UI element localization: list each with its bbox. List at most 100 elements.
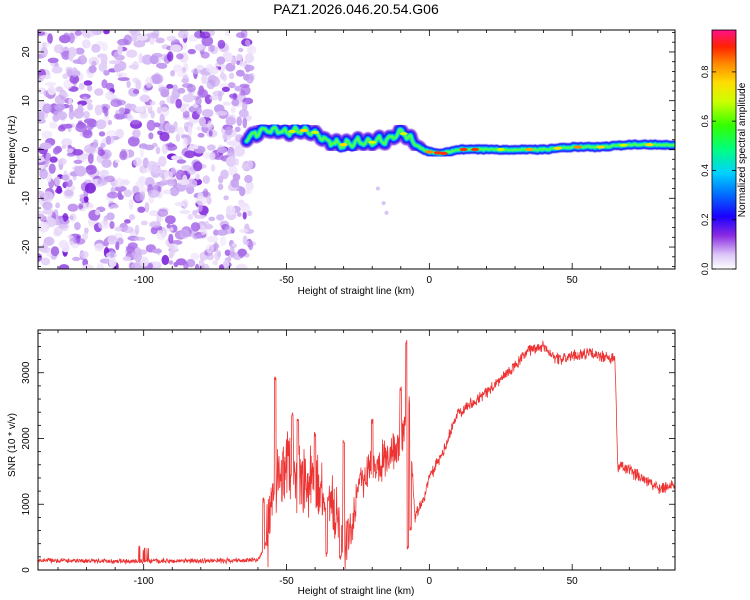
noise-blob [221,86,230,93]
noise-blob [181,134,188,139]
noise-blob [384,210,389,215]
noise-blob [135,79,142,90]
noise-blob [242,235,248,245]
noise-blob [234,126,241,132]
noise-blob [239,202,248,208]
signal-hotspot [288,129,297,134]
noise-blob [62,73,69,80]
noise-blob [207,120,214,130]
colorbar-ticks: 0.0 0.2 0.4 0.6 0.8 [700,66,736,275]
noise-blob [117,44,123,56]
noise-blob [247,210,253,217]
noise-blob [166,35,177,42]
snr-xtick-label: -50 [279,576,294,587]
noise-blob [161,143,168,155]
noise-blob [237,248,247,257]
noise-blob [222,73,227,82]
noise-blob [87,103,94,111]
snr-ytick-label: 2000 [21,427,32,450]
noise-blob [168,141,173,150]
noise-blob [197,132,205,138]
noise-blob [133,252,143,262]
noise-blob [94,243,104,252]
noise-blob [375,186,380,191]
noise-blob [244,64,255,72]
noise-blob [104,107,109,117]
noise-blob [128,64,138,69]
noise-blob [242,211,247,220]
colorbar-tick-label: 0.2 [700,213,710,226]
noise-blob [148,132,154,140]
noise-blob [187,48,196,55]
noise-blob [187,214,194,220]
noise-blob [229,246,235,257]
noise-blob [117,38,129,46]
noise-blob [117,77,130,81]
noise-blob [238,109,249,118]
noise-blob [38,221,50,233]
noise-blob [195,173,200,181]
noise-blob [38,213,44,219]
noise-blob [67,203,79,212]
noise-blob [56,111,68,120]
noise-blob [94,88,104,96]
noise-blob [137,206,146,213]
noise-blob [88,65,97,74]
noise-blob [171,155,180,161]
noise-blob [110,99,122,108]
noise-blob [84,144,96,154]
noise-blob [66,234,74,239]
noise-blob [82,111,90,119]
noise-blob [118,194,124,200]
noise-blob [217,91,223,102]
noise-blob [209,95,219,101]
noise-blob [225,126,233,136]
noise-blob [206,195,212,205]
snr-xtick-label: -100 [134,576,154,587]
noise-blob [122,256,132,262]
noise-blob [228,72,235,80]
noise-blob [140,147,144,159]
noise-blob [210,153,216,159]
noise-blob [194,214,206,219]
noise-blob [199,31,211,39]
noise-blob [200,51,210,59]
noise-blob [153,166,162,174]
noise-blob [84,266,91,269]
noise-blob [157,186,162,193]
noise-blob [186,84,196,93]
noise-blob [169,186,180,197]
noise-blob [226,140,238,146]
noise-blob [241,163,248,170]
noise-blob [80,54,86,63]
noise-blob [39,168,48,180]
noise-blob [200,225,207,236]
noise-blob [88,219,99,225]
noise-blob [122,226,134,234]
noise-blob [74,30,82,36]
noise-blob [196,126,201,131]
snr-xlabel: Height of straight line (km) [298,586,415,597]
snr-xtick-label: 50 [567,576,579,587]
noise-blob [206,235,219,243]
noise-blob [217,183,224,191]
colorbar: 0.0 0.2 0.4 0.6 0.8 Normalized spectral ampl… [700,29,748,275]
noise-blob [202,175,210,184]
noise-blob [84,118,96,124]
noise-blob [52,147,60,155]
noise-blob [150,110,155,119]
noise-blob [118,107,126,114]
noise-blob [61,144,67,149]
noise-blob [239,60,245,67]
noise-blob [134,192,143,202]
noise-blob [216,250,222,258]
noise-blob [41,257,51,266]
noise-blob [192,234,203,240]
noise-blob [196,64,204,70]
spec-ytick-label: 10 [21,95,32,107]
noise-blob [194,263,200,269]
noise-blob [63,123,73,129]
noise-blob [179,229,190,239]
noise-blob [216,214,225,221]
